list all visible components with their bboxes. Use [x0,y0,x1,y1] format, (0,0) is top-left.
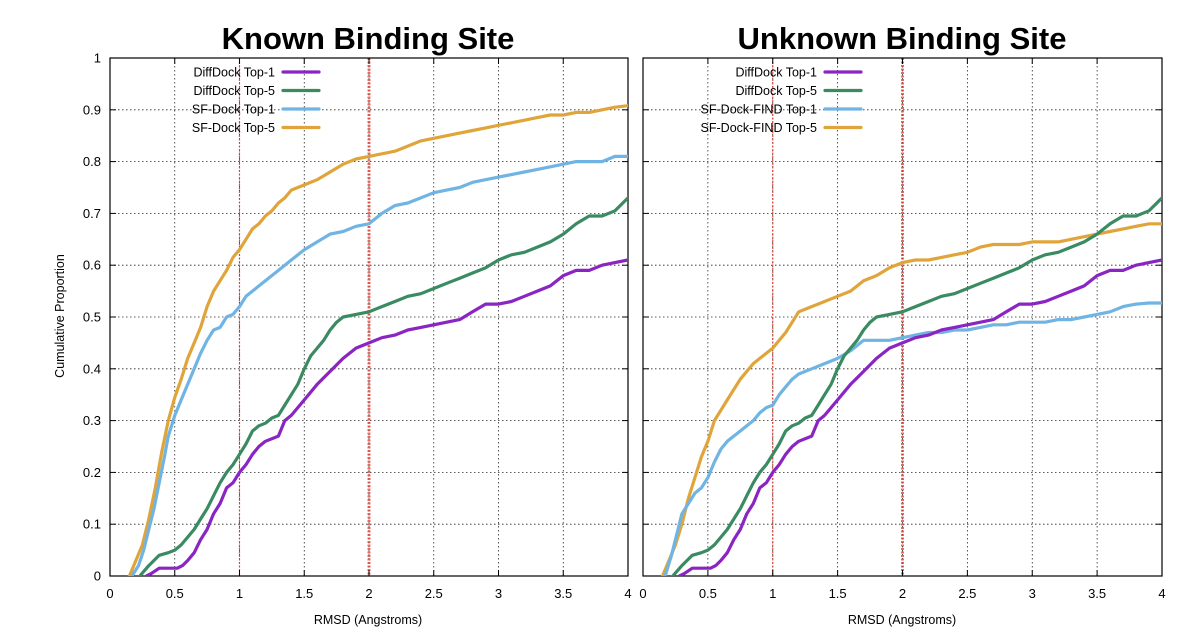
unknown-site-x-tick-label: 3.5 [1088,586,1106,601]
legend-label: DiffDock Top-1 [193,66,275,80]
unknown-site-legend: DiffDock Top-1 DiffDock Top-5 SF-Dock-FIND… [701,66,863,135]
unknown-site-x-tick-label: 3 [1029,586,1036,601]
known-site-y-tick-label: 0 [94,569,101,584]
unknown-site-series-line-diffdock-top-5 [671,196,1162,576]
known-site-y-tick-label: 0.5 [83,310,101,325]
unknown-site-x-tick-label: 1 [769,586,776,601]
known-site-panel: Known Binding Site RMSD (Angstroms) 0 0.5… [83,21,632,627]
known-site-x-tick-label: 1 [236,586,243,601]
legend-label: DiffDock Top-5 [735,84,817,98]
legend-label: SF-Dock Top-5 [192,121,275,135]
unknown-site-series-line-sf-dock-find-top-1 [663,301,1162,576]
known-site-series-line-diffdock-top-5 [138,196,628,576]
known-site-y-tick-label: 0.7 [83,206,101,221]
unknown-site-x-tick-label: 0.5 [699,586,717,601]
unknown-site-x-tick-label: 0 [639,586,646,601]
known-site-y-tick-label: 0.1 [83,517,101,532]
known-site-series-line-sf-dock-top-1 [130,154,628,576]
known-site-x-tick-label: 3.5 [554,586,572,601]
known-site-series-line-diffdock-top-1 [144,258,628,576]
known-site-y-tick-label: 0.4 [83,361,101,376]
unknown-site-series-line-diffdock-top-1 [677,258,1162,576]
legend-label: SF-Dock-FIND Top-1 [701,103,818,117]
known-site-x-tick-label: 1.5 [295,586,313,601]
known-site-series-line-sf-dock-top-5 [127,104,628,576]
unknown-site-panel: Unknown Binding Site RMSD (Angstroms) 0 0… [639,21,1165,627]
unknown-site-title: Unknown Binding Site [738,21,1067,56]
unknown-site-x-axis-label: RMSD (Angstroms) [848,613,956,627]
unknown-site-x-tick-label: 2 [899,586,906,601]
known-site-legend: DiffDock Top-1 DiffDock Top-5 SF-Dock Top-… [192,66,321,135]
known-site-x-tick-label: 3 [495,586,502,601]
known-site-x-tick-label: 2.5 [425,586,443,601]
unknown-site-series-line-sf-dock-find-top-5 [660,222,1162,576]
known-site-x-tick-label: 0 [106,586,113,601]
unknown-site-x-tick-label: 2.5 [958,586,976,601]
known-site-y-tick-label: 1 [94,51,101,66]
known-site-y-tick-label: 0.3 [83,413,101,428]
legend-label: SF-Dock Top-1 [192,103,275,117]
known-site-x-tick-label: 2 [365,586,372,601]
known-site-title: Known Binding Site [222,21,515,56]
known-site-x-axis-label: RMSD (Angstroms) [314,613,422,627]
known-site-y-tick-label: 0.8 [83,154,101,169]
unknown-site-x-tick-label: 1.5 [829,586,847,601]
known-site-x-tick-label: 4 [624,586,631,601]
y-axis-label: Cumulative Proportion [53,254,67,378]
known-site-y-tick-label: 0.6 [83,258,101,273]
legend-label: DiffDock Top-5 [193,84,275,98]
known-site-y-tick-label: 0.9 [83,102,101,117]
legend-label: SF-Dock-FIND Top-5 [701,121,818,135]
known-site-y-tick-label: 0.2 [83,465,101,480]
known-site-x-tick-label: 0.5 [166,586,184,601]
legend-label: DiffDock Top-1 [735,66,817,80]
unknown-site-x-tick-label: 4 [1158,586,1165,601]
